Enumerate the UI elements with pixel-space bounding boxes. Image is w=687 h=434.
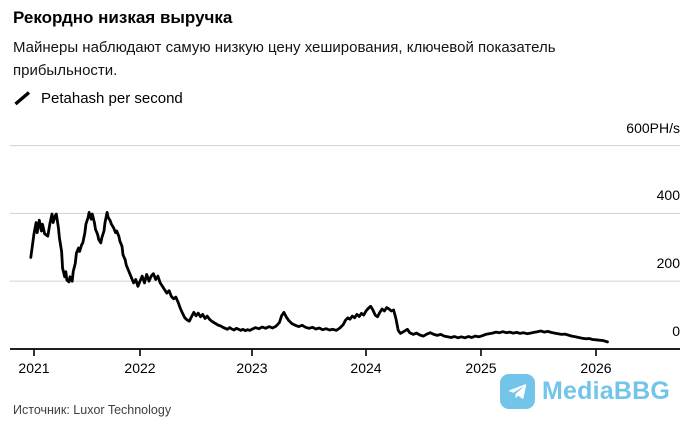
x-axis-label: 2024 xyxy=(350,360,382,376)
x-axis-label: 2026 xyxy=(580,360,612,376)
watermark: MediaBBG xyxy=(500,374,670,409)
x-axis-label: 2021 xyxy=(18,360,50,376)
page-title: Рекордно низкая выручка xyxy=(13,8,233,27)
y-axis-label: 0 xyxy=(672,323,680,339)
x-axis-label: 2023 xyxy=(236,360,268,376)
y-axis-label: 200 xyxy=(656,255,680,272)
chart-legend: Petahash per second xyxy=(13,90,183,107)
y-axis-label: 600PH/s xyxy=(626,119,680,136)
x-axis-label: 2022 xyxy=(124,360,156,376)
source-note: Источник: Luxor Technology xyxy=(13,403,172,417)
y-axis-label: 400 xyxy=(656,187,680,204)
chart-subtitle: Майнеры наблюдают самую низкую цену хеши… xyxy=(13,39,556,79)
x-axis-label: 2025 xyxy=(465,360,497,376)
legend-label: Petahash per second xyxy=(41,90,183,107)
telegram-plane-icon xyxy=(500,374,535,409)
watermark-text: MediaBBG xyxy=(542,377,671,405)
line-series-marker-icon xyxy=(14,91,31,106)
